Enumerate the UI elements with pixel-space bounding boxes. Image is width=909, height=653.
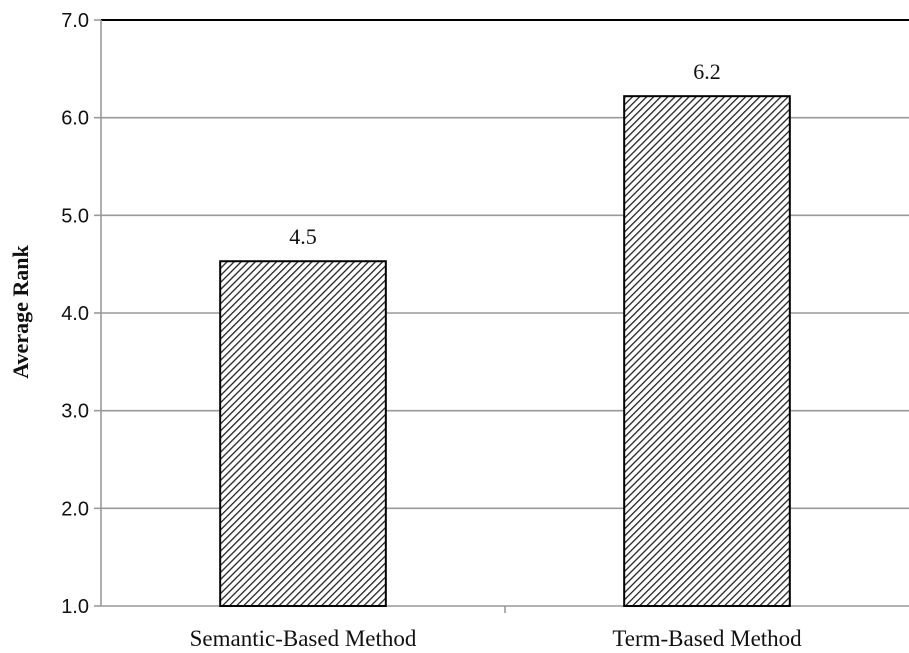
data-label: 6.2 — [693, 59, 721, 84]
bar — [623, 95, 791, 608]
x-tick-label: Term-Based Method — [612, 626, 802, 651]
y-tick-label: 6.0 — [61, 108, 89, 130]
data-label: 4.5 — [289, 224, 317, 249]
y-tick-label: 1.0 — [61, 596, 89, 618]
y-tick-label: 4.0 — [61, 303, 89, 325]
bar — [219, 260, 387, 607]
bars — [219, 95, 791, 608]
y-tick-label: 7.0 — [61, 10, 89, 32]
y-axis-title: Average Rank — [8, 245, 33, 379]
x-tick-label: Semantic-Based Method — [190, 626, 417, 651]
y-tick-label: 2.0 — [61, 498, 89, 520]
labels: 1.0 2.0 3.0 4.0 5.0 6.0 7.0 4.5 Semantic-Based M… — [61, 10, 802, 651]
y-tick-label: 3.0 — [61, 401, 89, 423]
y-tick-label: 5.0 — [61, 205, 89, 227]
